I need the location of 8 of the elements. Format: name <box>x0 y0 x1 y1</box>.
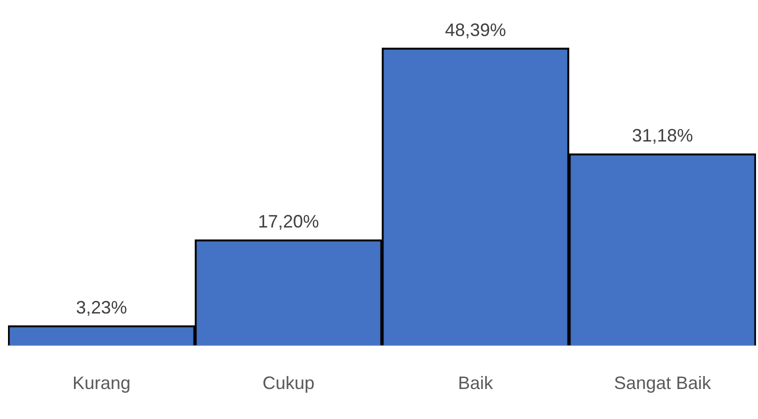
x-tick-label: Sangat Baik <box>614 373 712 394</box>
data-label: 31,18% <box>632 126 694 146</box>
data-label: 3,23% <box>76 298 128 318</box>
x-tick-label: Baik <box>458 373 494 394</box>
data-label: 17,20% <box>258 212 320 232</box>
x-tick-label: Cukup <box>262 373 315 394</box>
x-tick-label: Kurang <box>72 373 131 394</box>
data-label: 48,39% <box>444 20 506 40</box>
